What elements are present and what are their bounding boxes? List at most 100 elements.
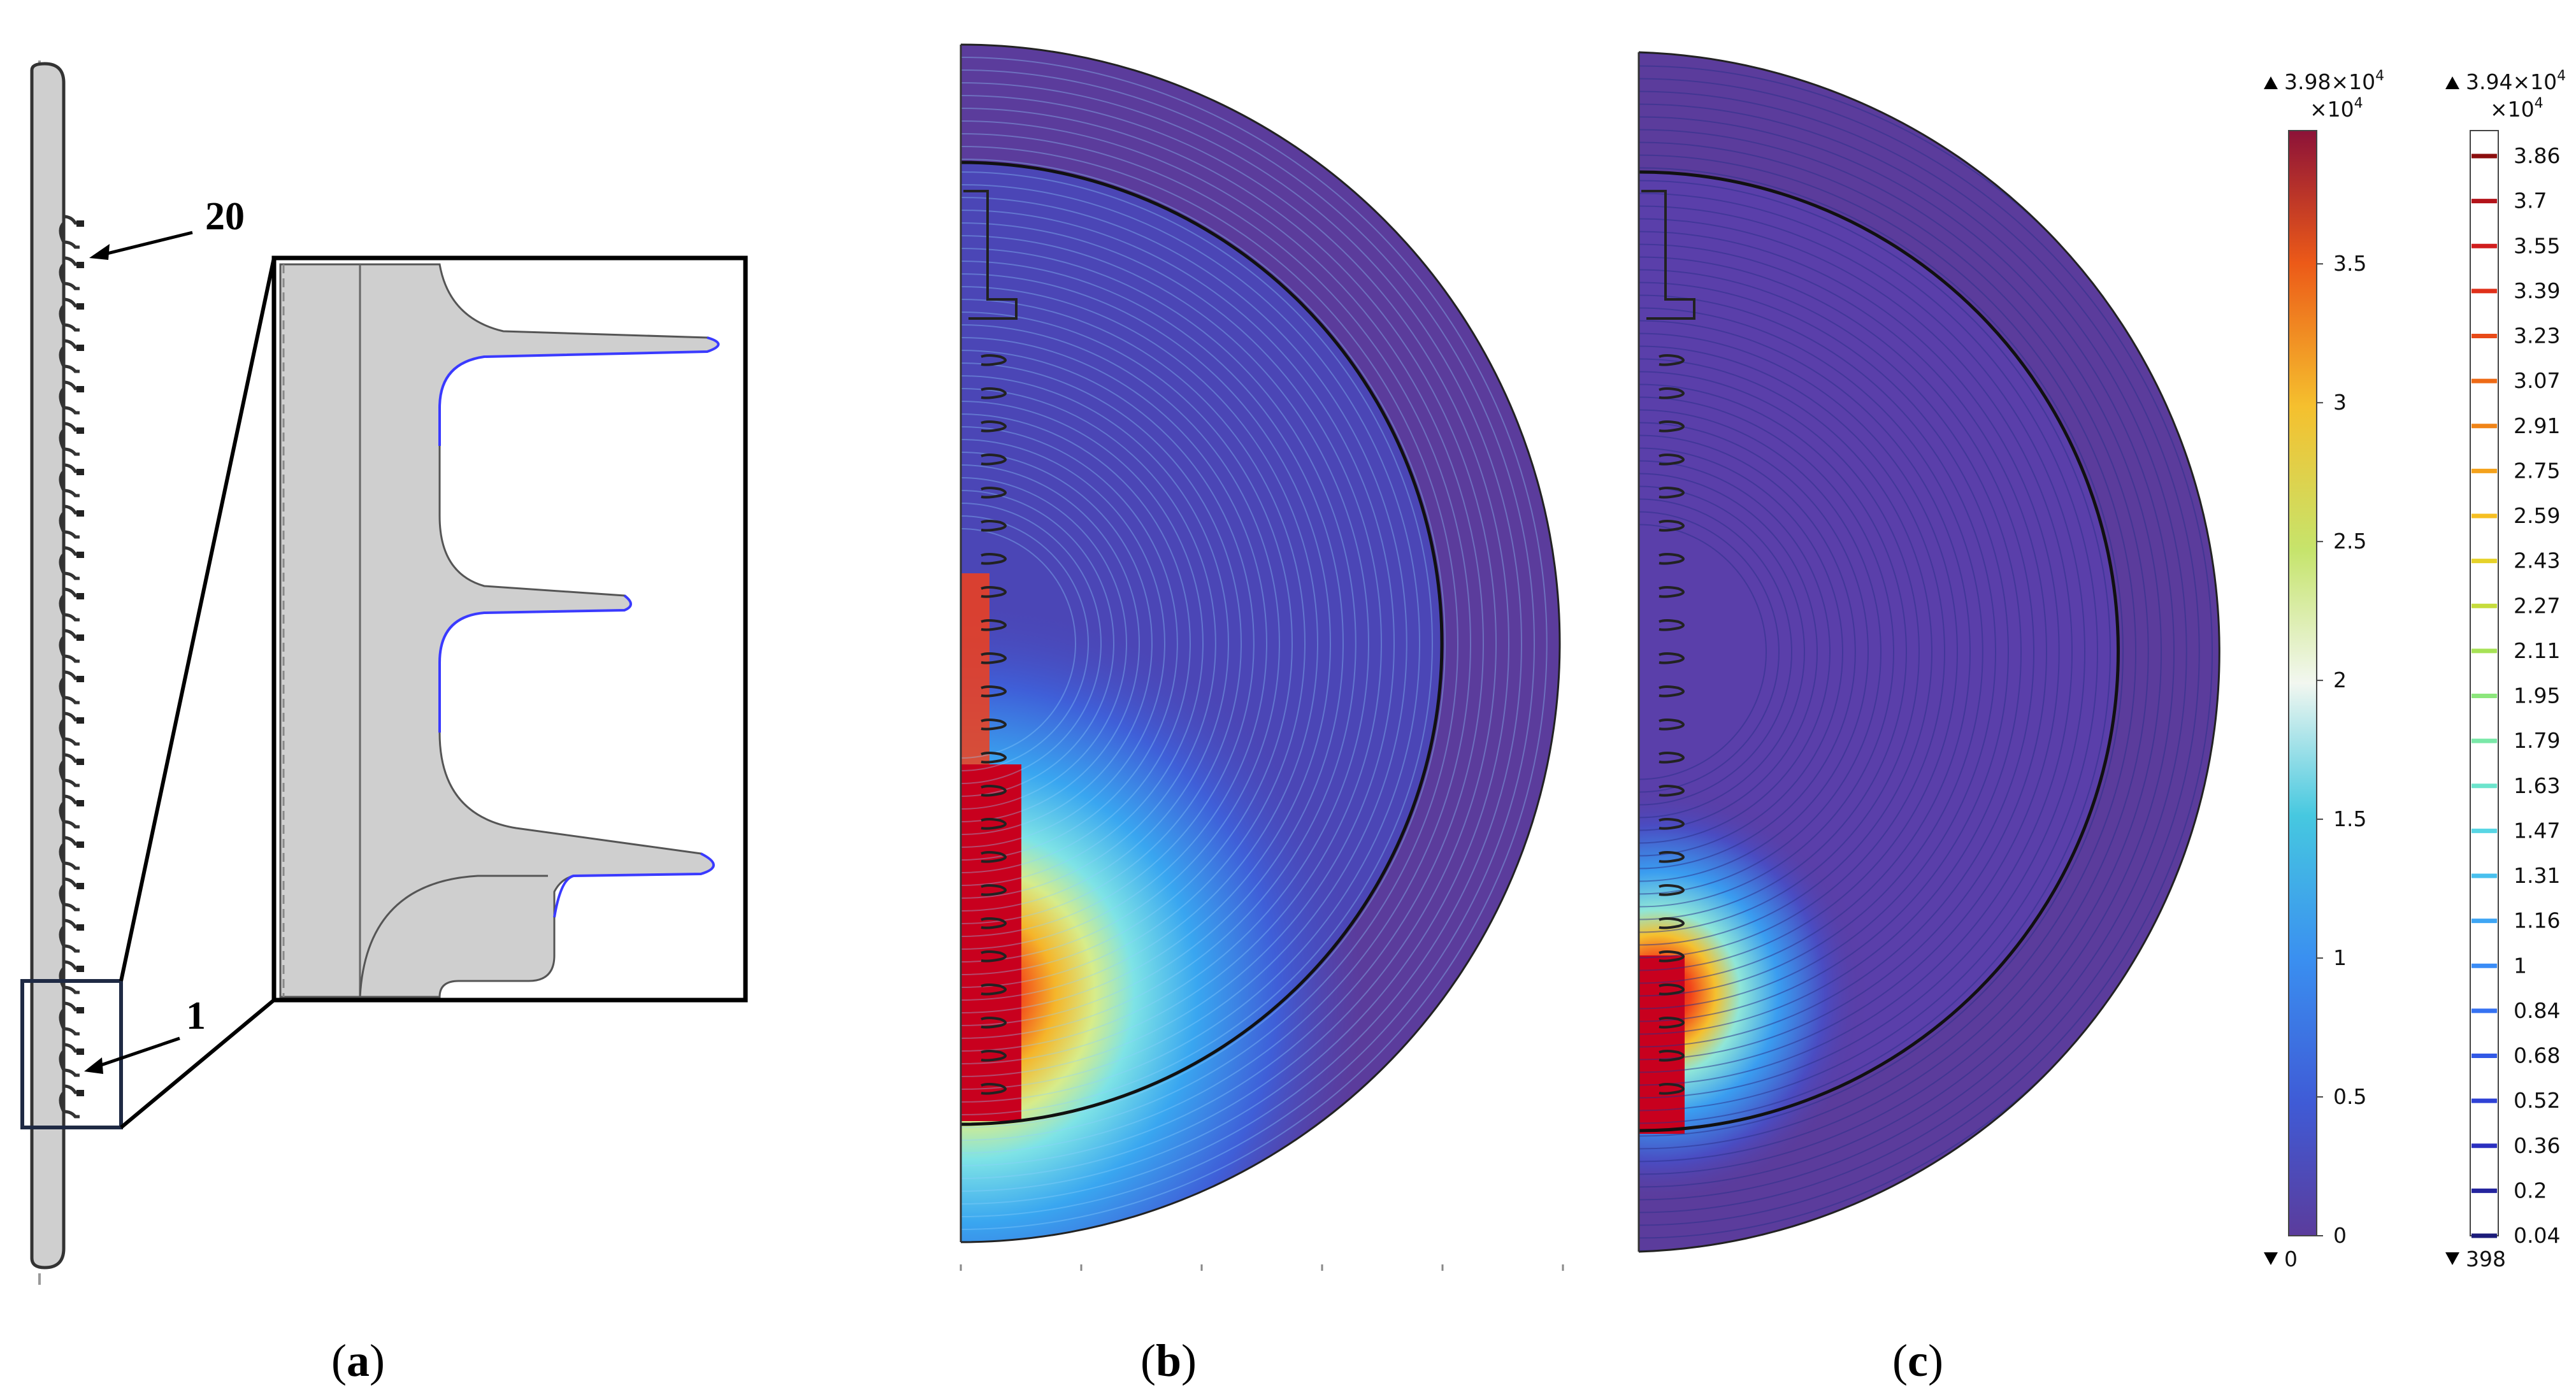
shed-outline	[1659, 685, 1685, 698]
shed-tip-marker	[76, 1048, 84, 1055]
electrode-outline	[1641, 190, 1695, 320]
colorbar-tick-label: 0.5	[2333, 1084, 2366, 1109]
field-contour-line	[961, 273, 1331, 1013]
contour-level-label: 3.23	[2514, 324, 2560, 348]
shed-outline	[981, 1083, 1007, 1095]
shed-outline	[1659, 1050, 1685, 1062]
panel-label-a: (a)	[331, 1335, 385, 1386]
shed-tip-marker	[76, 1007, 84, 1013]
field-contour-line	[961, 324, 1280, 962]
contour-level-label: 3.07	[2514, 368, 2560, 393]
field-contour-line	[1639, 218, 2073, 1086]
colorbar-contour-levels: 3.86 3.7 3.55 3.39 3.23 3.07 2.91 2.75 2.59 2.43 2…	[2472, 143, 2560, 1248]
shed-body	[59, 429, 66, 450]
shed-tip-marker	[76, 427, 84, 434]
shed-outline	[981, 1050, 1007, 1062]
contour-level-label: 1.95	[2514, 683, 2560, 708]
shed-profile	[63, 1084, 80, 1119]
zoom-detail-electrode	[359, 875, 548, 998]
shed-tip-marker	[76, 593, 84, 599]
shed-tip-marker	[76, 717, 84, 724]
field-contour-line	[1639, 154, 2136, 1150]
contour-level-label: 1.16	[2514, 908, 2560, 933]
shed-outline	[1659, 354, 1685, 366]
shed-outline	[1659, 785, 1685, 797]
shed-body	[59, 594, 66, 616]
field-contour-line	[961, 528, 1076, 759]
field-contour-line	[1639, 409, 1882, 895]
shed-tip-marker	[76, 800, 84, 806]
shed-tip-marker	[76, 883, 84, 889]
shed-outline	[981, 619, 1007, 631]
panel-c-sheds	[1641, 190, 1695, 1095]
contour-level-label: 3.39	[2514, 278, 2560, 303]
shed-profile	[63, 422, 80, 456]
field-contour-line	[961, 248, 1356, 1039]
field-contour-line	[961, 210, 1395, 1077]
svg-text:3.94×104: 3.94×104	[2466, 68, 2566, 94]
panel-c-contours	[1639, 52, 2220, 1252]
contour-level-label: 2.75	[2514, 458, 2560, 483]
shed-tip-marker	[76, 469, 84, 475]
shed-tip-marker	[76, 303, 84, 310]
shed-outline	[1659, 520, 1685, 532]
field-contour-line	[961, 95, 1509, 1192]
colorbar2-min-marker-icon	[2445, 1252, 2459, 1265]
field-contour-line	[961, 184, 1420, 1103]
shed-tip-marker	[76, 634, 84, 641]
shed-tip-marker	[76, 345, 84, 351]
shed-outline	[1659, 387, 1685, 399]
shed-profile	[63, 587, 80, 622]
colorbar-tick-label: 1.5	[2333, 806, 2366, 831]
field-contour-line	[1639, 396, 1894, 908]
shed-outline	[981, 719, 1007, 731]
panel-label-b: (b)	[1140, 1335, 1197, 1386]
shed-outline	[1659, 884, 1685, 896]
shed-outline	[981, 553, 1007, 565]
field-contour-line	[961, 286, 1318, 1001]
contour-level-label: 1	[2514, 953, 2527, 978]
shed-body	[59, 512, 66, 533]
shed-body	[59, 304, 66, 326]
colorbar-tick-label: 2.5	[2333, 529, 2366, 554]
shed-outline	[1659, 652, 1685, 664]
field-contour-line	[1639, 141, 2149, 1162]
contour-level-label: 3.86	[2514, 143, 2560, 168]
colorbar-min-marker-icon	[2264, 1252, 2278, 1265]
field-contour-line	[1639, 307, 1983, 997]
shed-profile	[63, 1001, 80, 1036]
shed-tip-marker	[76, 1090, 84, 1096]
colorbar-gradient	[2288, 130, 2317, 1236]
contour-level-label: 0.68	[2514, 1043, 2560, 1068]
field-contour-line	[961, 171, 1433, 1115]
field-contour-line	[961, 197, 1407, 1090]
field-contour-line	[961, 490, 1114, 797]
field-contour-line	[961, 82, 1522, 1205]
field-contour-line	[1639, 129, 2162, 1175]
shed-outline	[1659, 950, 1685, 962]
colorbar2-max-marker-icon	[2445, 76, 2459, 89]
panel-a-geometry: 20 1	[20, 61, 748, 1287]
colorbar-continuous: 3.98×104 ×104 3.532.521.510.50 0	[2264, 68, 2384, 1271]
shed-body	[59, 553, 66, 575]
electrode-outline	[963, 190, 1018, 320]
shed-tip-marker	[76, 966, 84, 972]
shed-outline	[981, 884, 1007, 896]
shed-profile	[63, 794, 80, 829]
field-contour-line	[1639, 473, 1818, 831]
shed-outline	[1659, 619, 1685, 631]
zoom-line-bottom	[120, 998, 275, 1129]
shed-profile	[63, 960, 80, 994]
shed-outline	[981, 1017, 1007, 1029]
field-contour-line	[1639, 231, 2060, 1073]
field-contour-line	[1639, 358, 1932, 946]
panel-b-hot-zone	[961, 573, 1534, 1242]
shed-profile	[63, 670, 80, 705]
field-contour-line	[961, 413, 1191, 873]
field-contour-line	[1639, 192, 2098, 1112]
contour-level-label: 1.79	[2514, 728, 2560, 753]
colorbar-tick-label: 0	[2333, 1223, 2347, 1248]
field-contour-line	[961, 515, 1089, 771]
shed-tip-marker	[76, 510, 84, 517]
